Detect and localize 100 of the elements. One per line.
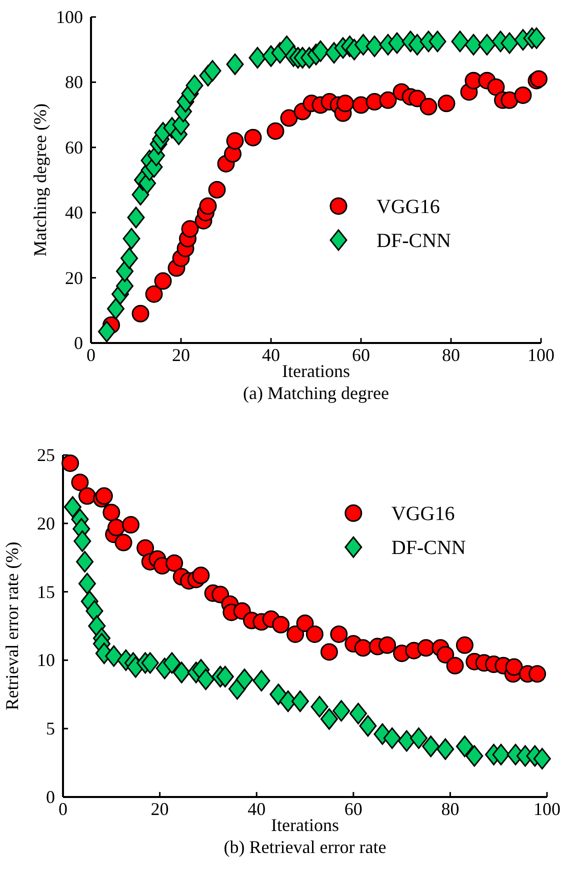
x-tick-label: 60 <box>352 345 370 365</box>
point <box>378 636 396 654</box>
y-tick-label: 100 <box>56 7 83 27</box>
point <box>120 247 138 269</box>
x-tick-label: 40 <box>248 799 266 819</box>
point <box>388 32 406 54</box>
point <box>478 34 496 56</box>
point <box>422 736 440 758</box>
point <box>216 666 234 688</box>
y-axis-title: Retrieval error rate (%) <box>2 542 22 710</box>
point <box>132 304 150 322</box>
point <box>76 550 94 572</box>
x-tick-label: 0 <box>86 345 96 365</box>
point <box>145 285 163 303</box>
text: (a) Matching degree <box>243 383 389 403</box>
point <box>436 738 454 760</box>
point <box>306 625 324 643</box>
point <box>466 745 484 767</box>
x-tick-label: 100 <box>528 345 554 365</box>
x-tick-label: 20 <box>150 799 169 819</box>
point <box>320 708 338 730</box>
legend-label: VGG16 <box>376 196 440 218</box>
point <box>62 454 80 472</box>
point <box>505 658 523 676</box>
point <box>354 639 372 657</box>
point <box>172 662 190 684</box>
legend-label: DF-CNN <box>376 230 451 252</box>
point <box>141 652 159 674</box>
x-axis-title: Iterations <box>271 815 339 835</box>
point <box>102 504 120 522</box>
point <box>349 702 367 724</box>
point <box>78 572 96 594</box>
point <box>204 60 222 82</box>
legend-label: VGG16 <box>391 503 455 526</box>
y-tick-label: 20 <box>37 513 55 534</box>
point <box>166 554 184 572</box>
point <box>107 298 124 320</box>
x-tick-label: 80 <box>442 345 460 365</box>
point <box>236 668 254 690</box>
point <box>420 98 438 116</box>
x-tick-label: 20 <box>172 345 190 365</box>
x-axis-title: Iterations <box>282 361 350 381</box>
y-tick-label: 10 <box>37 650 55 670</box>
point <box>312 40 330 62</box>
point <box>95 487 113 505</box>
y-tick-label: 5 <box>46 718 55 739</box>
point <box>310 696 328 718</box>
point <box>105 645 123 667</box>
y-tick-label: 80 <box>65 72 83 92</box>
y-tick-label: 40 <box>65 202 83 223</box>
y-tick-label: 60 <box>65 137 83 158</box>
point <box>74 530 92 552</box>
point <box>487 78 505 96</box>
point <box>336 94 354 112</box>
point <box>127 206 145 228</box>
point <box>456 736 474 758</box>
point <box>154 272 172 290</box>
point <box>71 474 89 492</box>
point <box>186 74 204 96</box>
point <box>248 47 266 68</box>
point <box>122 516 140 534</box>
point <box>181 220 199 238</box>
point <box>163 652 181 674</box>
point <box>226 132 244 150</box>
x-tick-label: 80 <box>441 799 460 819</box>
point <box>197 668 215 690</box>
point <box>456 636 474 654</box>
point <box>252 670 270 692</box>
point <box>451 30 469 52</box>
point <box>280 109 298 127</box>
point <box>438 94 456 112</box>
x-tick-label: 40 <box>262 345 280 365</box>
point <box>107 518 125 536</box>
text: (b) Retrieval error rate <box>224 837 386 857</box>
point <box>359 715 377 737</box>
point <box>330 625 348 643</box>
point <box>332 700 350 722</box>
point <box>366 36 384 58</box>
point <box>320 643 338 661</box>
point <box>428 30 446 52</box>
point <box>398 730 416 752</box>
point <box>244 128 262 146</box>
y-tick-label: 15 <box>37 582 55 602</box>
point <box>436 646 454 664</box>
point <box>492 744 510 766</box>
point <box>98 320 116 342</box>
point <box>410 727 428 749</box>
x-tick-label: 60 <box>344 799 362 819</box>
point <box>379 91 397 109</box>
point <box>78 487 96 505</box>
point <box>296 614 314 632</box>
point <box>383 727 401 749</box>
point <box>514 86 532 104</box>
point <box>291 690 309 712</box>
point <box>208 181 226 199</box>
point <box>266 122 284 140</box>
point <box>192 566 210 584</box>
x-tick-label: 100 <box>534 799 560 819</box>
point <box>122 228 140 250</box>
point <box>500 32 518 54</box>
